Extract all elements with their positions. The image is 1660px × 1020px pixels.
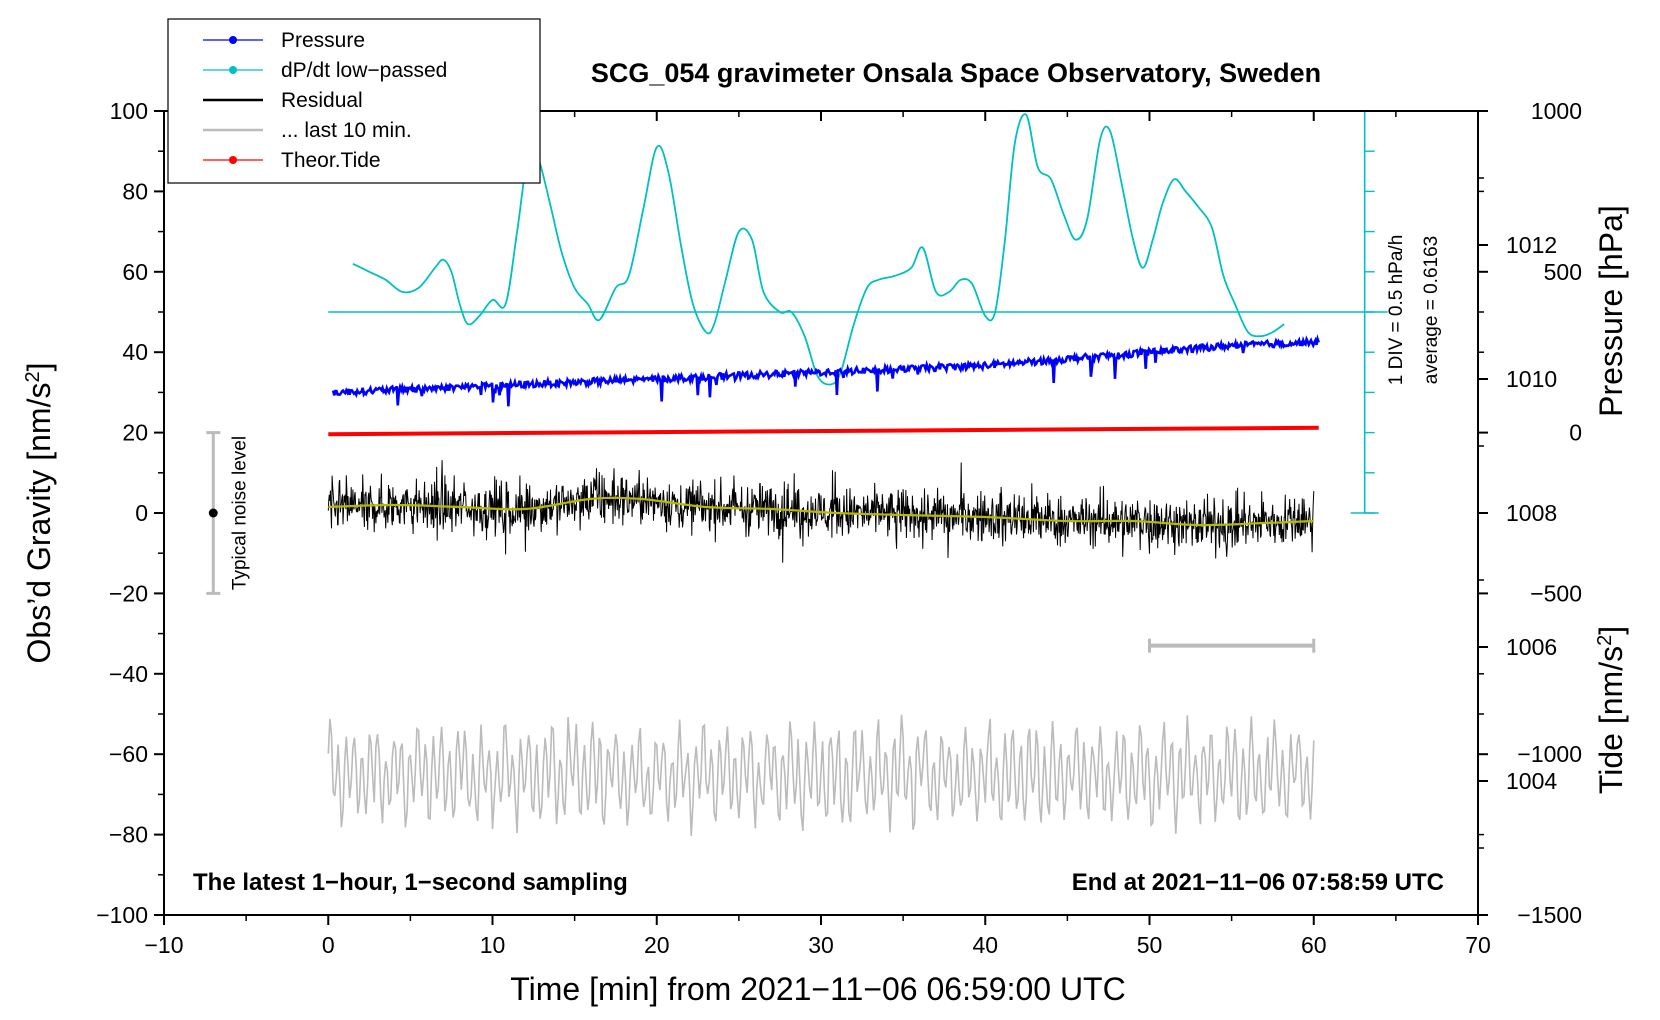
pressure-scale-label: 1 DIV = 0.5 hPa/h [1386, 235, 1407, 386]
pressure-tick-label: 1006 [1506, 634, 1557, 660]
x-tick-label: 0 [322, 932, 335, 958]
y-tick-label: −100 [96, 902, 148, 928]
tide-tick-label: −1500 [1517, 902, 1582, 928]
y-axis-label-close: ] [21, 363, 57, 372]
y-tick-label: −40 [109, 661, 148, 687]
last-10-min-series [327, 714, 1315, 837]
pressure-series [331, 333, 1320, 407]
legend-marker [229, 156, 237, 164]
legend-label: Theor.Tide [281, 149, 381, 172]
legend-label: dP/dt low−passed [281, 59, 447, 82]
legend-label: Pressure [281, 29, 365, 52]
tide-axis-label: Tide [nm/s2] [1593, 626, 1629, 794]
tide-tick-label: −1000 [1517, 741, 1582, 767]
x-tick-label: 20 [644, 932, 670, 958]
y-tick-label: −80 [109, 822, 148, 848]
pressure-tick-label: 1008 [1506, 500, 1557, 526]
chart-data-layer [206, 110, 1388, 837]
tide-tick-label: 0 [1569, 420, 1582, 446]
y-tick-label: 60 [122, 259, 148, 285]
pressure-tick-label: 1010 [1506, 366, 1557, 392]
y-tick-label: −60 [109, 741, 148, 767]
chart-title: SCG_054 gravimeter Onsala Space Observat… [591, 58, 1321, 88]
theoretical-tide-series [328, 425, 1319, 437]
x-tick-label: 60 [1301, 932, 1327, 958]
tide-tick-label: 500 [1544, 259, 1582, 285]
legend-marker [229, 66, 237, 74]
noise-level-center-dot [208, 508, 218, 518]
pressure-axis-label: Pressure [hPa] [1593, 205, 1629, 417]
y-tick-label: 40 [122, 339, 148, 365]
tide-tick-label: −500 [1530, 580, 1582, 606]
tide-axis-label-text: Tide [nm/s [1593, 646, 1629, 794]
x-tick-label: 70 [1465, 932, 1491, 958]
y-axis-label: Obs’d Gravity [nm/s2] [21, 363, 57, 664]
pressure-tick-label: 1004 [1506, 768, 1557, 794]
pressure-tick-label: 1012 [1506, 232, 1557, 258]
chart-text-layer: SCG_054 gravimeter Onsala Space Observat… [21, 58, 1629, 1007]
x-axis-label: Time [min] from 2021−11−06 06:59:00 UTC [510, 971, 1125, 1007]
y-tick-label: 100 [110, 98, 148, 124]
noise-level-label: Typical noise level [229, 436, 250, 590]
x-tick-label: 30 [808, 932, 834, 958]
legend-label: ... last 10 min. [281, 119, 412, 142]
annotation-bottom-right: End at 2021−11−06 07:58:59 UTC [1072, 869, 1444, 896]
tide-tick-label: 1000 [1531, 98, 1582, 124]
y-tick-label: 0 [135, 500, 148, 526]
residual-smoothed-series [328, 496, 1314, 527]
dpdt-series [352, 113, 1285, 386]
y-tick-label: −20 [109, 580, 148, 606]
chart-legend: Pressure dP/dt low−passed Residual ... last… [167, 18, 541, 184]
pressure-average-label: average = 0.6163 [1421, 236, 1442, 384]
y-axis-label-text: Obs’d Gravity [nm/s [21, 383, 57, 664]
residual-series [327, 460, 1315, 563]
chart-axes-layer [154, 110, 1488, 925]
y-axis-label-sup: 2 [22, 371, 44, 382]
x-tick-label: −10 [144, 932, 183, 958]
y-tick-label: 80 [122, 178, 148, 204]
tide-axis-label-sup: 2 [1594, 635, 1616, 646]
x-tick-label: 50 [1137, 932, 1163, 958]
y-tick-label: 20 [122, 420, 148, 446]
legend-marker [229, 36, 237, 44]
x-tick-label: 10 [480, 932, 506, 958]
legend-label: Residual [281, 89, 363, 112]
tide-axis-label-close: ] [1593, 626, 1629, 635]
x-tick-label: 40 [972, 932, 998, 958]
annotation-bottom-left: The latest 1−hour, 1−second sampling [193, 869, 628, 896]
